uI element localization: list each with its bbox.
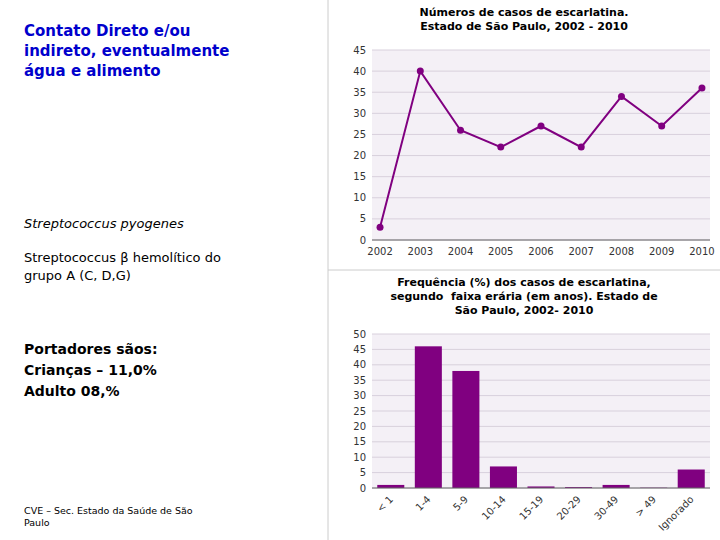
y-tick-label: 15: [353, 436, 366, 447]
chart-title: Números de casos de escarlatina.Estado d…: [419, 6, 628, 33]
chart-title-line: São Paulo, 2002- 2010: [455, 304, 594, 317]
x-tick-label: > 49: [633, 494, 658, 519]
line: [380, 71, 702, 227]
left-mixed-line: grupo A (C, D,G): [24, 268, 131, 283]
marker: [497, 144, 504, 151]
bar: [415, 346, 442, 488]
divider: [328, 270, 720, 271]
figure: Contato Direto e/ou indireto, eventualmen…: [0, 0, 720, 540]
chart-title-line: Frequência (%) dos casos de escarlatina,: [397, 276, 651, 289]
left-footer-line: Paulo: [24, 517, 50, 528]
marker: [658, 123, 665, 130]
left-footer-line: CVE – Sec. Estado da Saúde de São: [24, 505, 193, 516]
y-tick-label: 40: [353, 66, 366, 77]
marker: [417, 68, 424, 75]
left-carriers-line: Crianças – 11,0%: [24, 362, 157, 378]
x-tick-label: 10-14: [480, 494, 508, 522]
grid-line: [372, 218, 710, 219]
x-tick-label: 2009: [649, 246, 674, 257]
y-tick-label: 35: [353, 87, 366, 98]
y-tick-label: 40: [353, 359, 366, 370]
chart-title-line: segundo faixa erária (em anos). Estado d…: [390, 290, 657, 303]
marks: [377, 68, 706, 231]
left-italic: Streptococcus pyogenes: [24, 216, 184, 231]
x-tick-label: 2005: [488, 246, 513, 257]
bar: [490, 466, 517, 488]
y-tick-label: 25: [353, 129, 366, 140]
y-tick-label: 20: [353, 150, 366, 161]
grid-line: [372, 134, 710, 135]
y-tick-label: 5: [360, 467, 366, 478]
chart-line: Números de casos de escarlatina.Estado d…: [353, 6, 714, 257]
left-carriers: Portadores sãos: Crianças – 11,0% Adulto 0…: [24, 341, 158, 399]
grid-line: [372, 50, 710, 51]
left-carriers-line: Adulto 08,%: [24, 383, 120, 399]
y-tick-label: 0: [360, 235, 366, 246]
left-italic-line: Streptococcus pyogenes: [24, 216, 184, 231]
y-tick-label: 0: [360, 483, 366, 494]
marker: [578, 144, 585, 151]
left-carriers-line: Portadores sãos:: [24, 341, 158, 357]
y-tick-label: 30: [353, 108, 366, 119]
y-tick-label: 35: [353, 375, 366, 386]
marker: [538, 123, 545, 130]
chart-title-line: Números de casos de escarlatina.: [419, 6, 628, 19]
x-tick-label: 2006: [528, 246, 553, 257]
x-tick-label: 2007: [569, 246, 594, 257]
grid-line: [372, 334, 710, 335]
x-tick-label: 5-9: [451, 494, 470, 513]
x-tick-label: 2010: [689, 246, 714, 257]
background: [0, 0, 720, 540]
x-tick-label: 2004: [448, 246, 473, 257]
y-tick-label: 10: [353, 452, 366, 463]
left-title: Contato Direto e/ou indireto, eventualmen…: [24, 22, 229, 80]
left-mixed-line: Streptococcus β hemolítico do: [24, 250, 221, 265]
x-tick-label: 20-29: [555, 494, 583, 522]
marker: [377, 224, 384, 231]
left-footer: CVE – Sec. Estado da Saúde de SãoPaulo: [24, 505, 193, 528]
grid-line: [372, 155, 710, 156]
x-tick-label: 15-19: [517, 494, 545, 522]
x-tick-label: < 1: [375, 494, 395, 514]
y-tick-label: 45: [353, 45, 366, 56]
chart-title: Frequência (%) dos casos de escarlatina,…: [390, 276, 657, 317]
x-tick-label: 2002: [367, 246, 392, 257]
plot-area: [372, 50, 710, 240]
x-tick-label: Ignorado: [656, 494, 695, 533]
y-tick-label: 20: [353, 421, 366, 432]
left-mixed: Streptococcus β hemolítico do grupo A (C,…: [24, 250, 221, 283]
bar: [452, 371, 479, 488]
marks: [377, 346, 704, 488]
y-tick-label: 25: [353, 406, 366, 417]
bar: [678, 470, 705, 488]
y-tick-label: 30: [353, 390, 366, 401]
x-tick-label: 1-4: [413, 494, 432, 513]
marker: [698, 85, 705, 92]
y-tick-label: 5: [360, 213, 366, 224]
x-axis-line: [372, 488, 710, 489]
chart-title-line: Estado de São Paulo, 2002 - 2010: [420, 20, 628, 33]
y-tick-label: 45: [353, 344, 366, 355]
x-axis-line: [372, 240, 710, 241]
grid-line: [372, 197, 710, 198]
x-tick-label: 2003: [408, 246, 433, 257]
grid-line: [372, 92, 710, 93]
x-tick-label: 30-49: [592, 494, 620, 522]
grid-line: [372, 240, 710, 241]
grid-line: [372, 176, 710, 177]
x-tick-label: 2008: [609, 246, 634, 257]
y-tick-label: 15: [353, 171, 366, 182]
left-title-line: indireto, eventualmente: [24, 42, 229, 60]
grid-line: [372, 113, 710, 114]
plot-area: [372, 334, 710, 488]
y-tick-label: 10: [353, 192, 366, 203]
grid-line: [372, 488, 710, 489]
left-title-line: água e alimento: [24, 62, 161, 80]
marker: [618, 93, 625, 100]
left-title-line: Contato Direto e/ou: [24, 22, 190, 40]
y-tick-label: 50: [353, 329, 366, 340]
chart-bar: Frequência (%) dos casos de escarlatina,…: [353, 276, 710, 533]
marker: [457, 127, 464, 134]
